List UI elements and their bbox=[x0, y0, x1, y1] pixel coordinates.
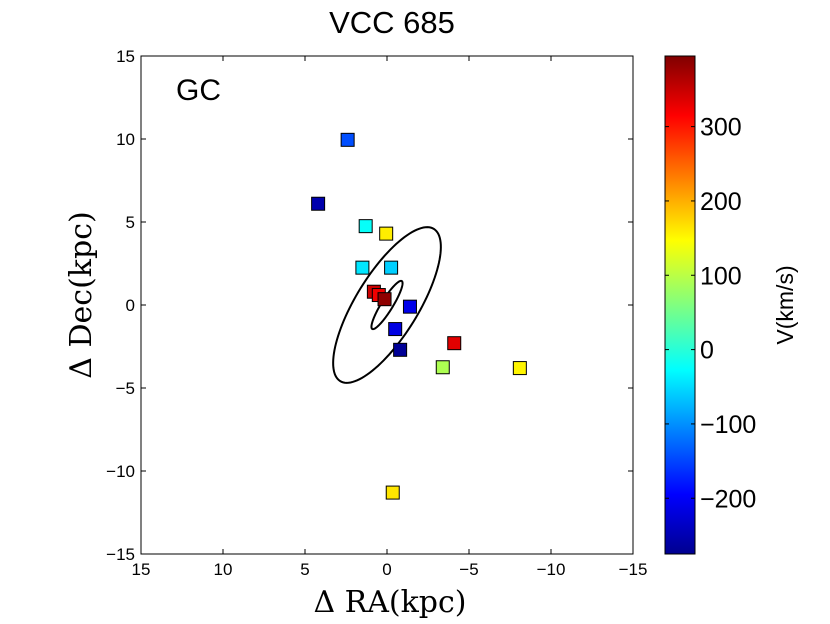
x-tick-label: −5 bbox=[459, 560, 478, 579]
gc-point bbox=[378, 293, 391, 306]
gc-point bbox=[385, 261, 398, 274]
y-tick-label: 0 bbox=[126, 296, 135, 315]
x-tick-label: 10 bbox=[214, 560, 233, 579]
y-tick-label: −15 bbox=[106, 545, 135, 564]
gc-point bbox=[436, 361, 449, 374]
colorbar-tick-label: −200 bbox=[700, 485, 756, 513]
y-tick-label: −5 bbox=[116, 379, 135, 398]
y-tick-label: 15 bbox=[116, 47, 135, 66]
colorbar-tick-label: 100 bbox=[700, 262, 742, 290]
gc-point bbox=[356, 261, 369, 274]
colorbar-tick-label: 200 bbox=[700, 188, 742, 216]
chart-title: VCC 685 bbox=[329, 5, 455, 40]
gc-point bbox=[386, 486, 399, 499]
x-tick-label: 0 bbox=[382, 560, 391, 579]
gc-point bbox=[312, 197, 325, 210]
gc-point bbox=[513, 362, 526, 375]
colorbar bbox=[665, 56, 695, 554]
chart: 15 10 5 0 −5 −10 −15 151050−5−10−15 VCC 685 GC… bbox=[0, 0, 830, 624]
gc-point bbox=[394, 343, 407, 356]
x-tick-label: −10 bbox=[537, 560, 566, 579]
x-tick-label: −15 bbox=[619, 560, 648, 579]
gc-point bbox=[380, 227, 393, 240]
gc-point bbox=[448, 337, 461, 350]
y-tick-label: 10 bbox=[116, 130, 135, 149]
gc-point bbox=[389, 323, 402, 336]
colorbar-tick-label: 0 bbox=[700, 337, 714, 365]
gc-annotation: GC bbox=[176, 74, 221, 107]
colorbar-label: V(km/s) bbox=[772, 265, 798, 344]
y-tick-label: −10 bbox=[106, 462, 135, 481]
x-tick-label: 5 bbox=[300, 560, 309, 579]
y-tick-label: 5 bbox=[126, 213, 135, 232]
colorbar-tick-label: −100 bbox=[700, 411, 756, 439]
colorbar-tick-label: 300 bbox=[700, 114, 742, 142]
x-axis-label: Δ RA(kpc) bbox=[313, 585, 466, 620]
colorbar-gradient bbox=[665, 56, 695, 554]
y-axis-label: Δ Dec(kpc) bbox=[64, 211, 99, 378]
gc-point bbox=[341, 133, 354, 146]
gc-point bbox=[403, 300, 416, 313]
gc-point bbox=[359, 220, 372, 233]
